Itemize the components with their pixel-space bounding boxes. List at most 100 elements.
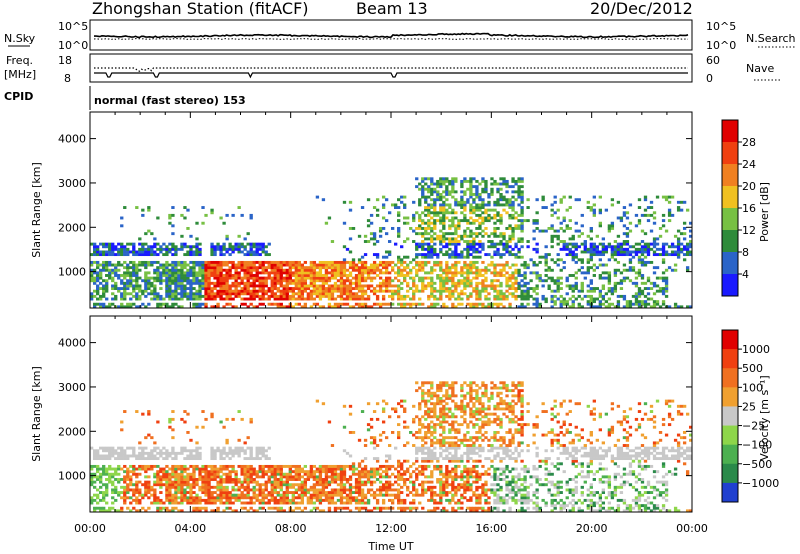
power-cell xyxy=(541,279,545,283)
power-cell xyxy=(652,242,657,246)
power-cell xyxy=(637,294,642,298)
power-cell xyxy=(225,276,229,280)
power-cell xyxy=(628,305,633,309)
velocity-cell xyxy=(180,475,184,479)
power-cell xyxy=(448,242,452,246)
velocity-cell xyxy=(378,485,383,489)
velocity-cell xyxy=(165,457,169,461)
power-cell xyxy=(454,226,458,230)
power-cell xyxy=(270,271,274,275)
power-cell xyxy=(357,268,362,272)
power-cell xyxy=(508,240,512,243)
velocity-cell xyxy=(306,478,311,481)
power-cell xyxy=(577,289,581,293)
power-cell xyxy=(454,263,458,267)
power-cell xyxy=(484,271,488,275)
power-cell xyxy=(372,253,377,257)
power-cell xyxy=(610,198,615,202)
power-cell xyxy=(637,287,642,290)
power-cell xyxy=(312,260,317,264)
power-cell xyxy=(105,242,109,246)
velocity-cell xyxy=(285,464,289,468)
power-cell xyxy=(541,229,545,233)
velocity-cell xyxy=(114,470,118,474)
power-cell xyxy=(177,260,181,264)
velocity-cell xyxy=(102,446,106,450)
power-cell xyxy=(294,302,298,306)
velocity-cell xyxy=(210,464,214,468)
power-cell xyxy=(207,274,211,277)
velocity-cell xyxy=(363,501,368,505)
power-cell xyxy=(165,263,169,267)
power-cell xyxy=(240,287,244,290)
velocity-cell xyxy=(189,449,193,453)
power-cell xyxy=(646,279,651,283)
power-cell xyxy=(273,294,277,298)
velocity-cell xyxy=(360,410,365,413)
power-cell xyxy=(147,229,151,233)
power-cell xyxy=(345,302,350,306)
power-cell xyxy=(622,247,627,251)
velocity-cell xyxy=(273,472,277,476)
velocity-cell xyxy=(321,485,326,489)
power-cell xyxy=(469,206,473,209)
power-cell xyxy=(372,268,377,272)
power-cell xyxy=(162,268,166,272)
velocity-cell xyxy=(243,457,247,461)
velocity-cell xyxy=(321,509,326,513)
power-cell xyxy=(156,294,160,298)
velocity-cell xyxy=(330,498,335,502)
velocity-cell xyxy=(294,478,298,481)
velocity-cell xyxy=(285,485,289,489)
velocity-cell xyxy=(291,470,295,474)
power-cell xyxy=(264,284,268,288)
power-cell xyxy=(318,268,323,272)
power-cell xyxy=(469,294,473,298)
power-cell xyxy=(655,276,660,280)
power-cell xyxy=(472,177,476,181)
power-cell xyxy=(177,279,181,283)
power-cell xyxy=(550,245,554,249)
power-cell xyxy=(604,271,609,275)
power-cell xyxy=(511,179,515,183)
power-cell xyxy=(664,195,669,199)
power-cell xyxy=(129,292,133,296)
power-cell xyxy=(436,237,440,241)
power-cell xyxy=(523,294,527,298)
power-cell xyxy=(138,289,142,293)
power-cell xyxy=(628,221,633,225)
power-cell xyxy=(324,221,329,225)
power-cell xyxy=(682,253,687,257)
power-cell xyxy=(643,245,648,249)
power-cell xyxy=(520,302,524,306)
power-cell xyxy=(249,263,253,267)
power-cell xyxy=(400,294,404,298)
power-cell xyxy=(171,289,175,293)
velocity-cell xyxy=(126,475,130,479)
velocity-cell xyxy=(315,496,320,500)
power-cell xyxy=(348,274,353,277)
velocity-cell xyxy=(123,470,127,474)
power-cell xyxy=(688,240,693,243)
power-cell xyxy=(375,255,380,259)
power-cell xyxy=(270,294,274,298)
power-cell xyxy=(279,297,283,301)
power-cell xyxy=(90,276,94,280)
power-cell xyxy=(198,250,202,254)
power-cell xyxy=(240,263,244,267)
velocity-cell xyxy=(309,472,314,476)
power-cell xyxy=(93,250,97,254)
velocity-cell xyxy=(282,498,286,502)
velocity-cell xyxy=(153,493,157,497)
power-cell xyxy=(243,263,247,267)
power-cell xyxy=(237,234,241,238)
power-cell xyxy=(454,247,458,251)
velocity-cell xyxy=(171,498,175,502)
velocity-cell xyxy=(177,483,181,487)
power-cell xyxy=(583,240,587,243)
power-cell xyxy=(652,305,657,309)
power-cell xyxy=(144,294,148,298)
power-cell xyxy=(655,302,660,306)
power-cell xyxy=(439,182,443,186)
velocity-cell xyxy=(174,480,178,484)
